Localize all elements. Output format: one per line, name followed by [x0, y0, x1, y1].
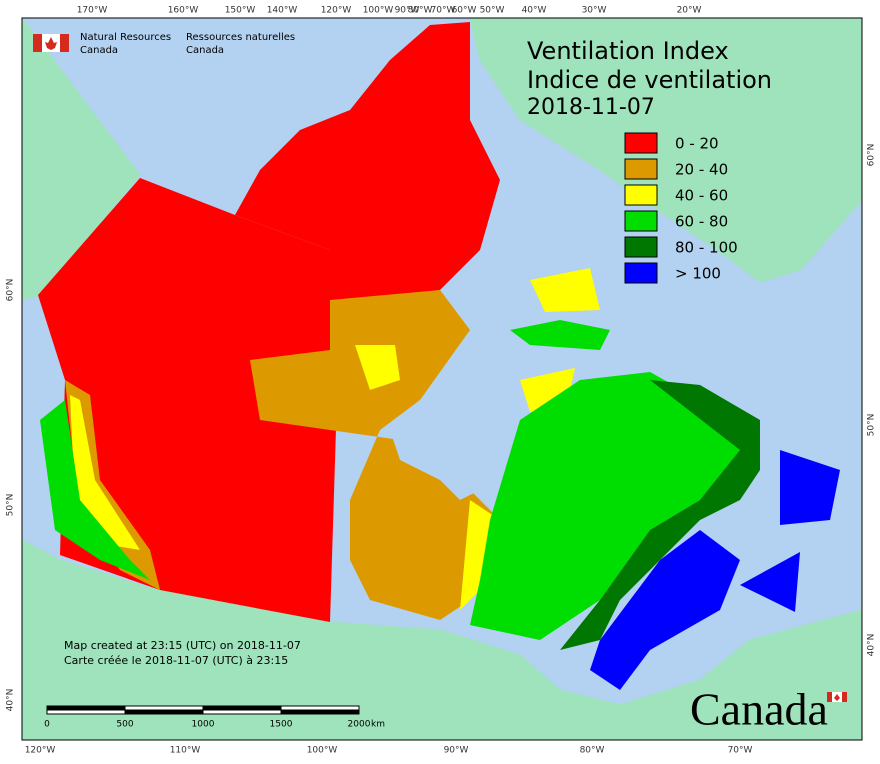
legend-label: 60 - 80	[675, 213, 728, 231]
wordmark: Canada	[690, 684, 828, 735]
graticule-label: 140°W	[267, 6, 298, 16]
agency-fr: Ressources naturelles	[186, 32, 295, 43]
legend-label: > 100	[675, 265, 721, 283]
agency-en: Canada	[80, 45, 118, 56]
agency-logo	[33, 34, 69, 52]
legend-swatch	[624, 158, 658, 180]
graticule-label: 30°W	[582, 6, 607, 16]
scale-bar	[46, 705, 360, 715]
graticule-label: 70°W	[431, 6, 456, 16]
graticule-label: 50°N	[6, 494, 16, 517]
graticule-label: 40°N	[6, 689, 16, 712]
legend-swatch	[624, 132, 658, 154]
graticule-label: 110°W	[170, 746, 201, 756]
graticule-label: 150°W	[225, 6, 256, 16]
scale-unit: km	[371, 720, 385, 730]
legend-label: 20 - 40	[675, 161, 728, 179]
graticule-label: 160°W	[168, 6, 199, 16]
title: Indice de ventilation	[527, 66, 772, 94]
graticule-label: 90°W	[395, 6, 420, 16]
graticule-label: 100°W	[307, 746, 338, 756]
scale-label: 0	[44, 720, 50, 730]
graticule-label: 50°N	[867, 414, 877, 437]
wordmark-flag	[827, 692, 847, 702]
legend-label: 80 - 100	[675, 239, 738, 257]
scale-label: 1000	[192, 720, 215, 730]
title: Ventilation Index	[527, 37, 729, 65]
graticule-label: 70°W	[728, 746, 753, 756]
scale-label: 1500	[270, 720, 293, 730]
agency-fr: Canada	[186, 45, 224, 56]
note: Carte créée le 2018-11-07 (UTC) à 23:15	[64, 654, 288, 667]
legend-swatch	[624, 210, 658, 232]
scale-label: 500	[116, 720, 133, 730]
graticule-label: 50°W	[480, 6, 505, 16]
legend-label: 40 - 60	[675, 187, 728, 205]
graticule-label: 60°W	[452, 6, 477, 16]
graticule-label: 100°W	[363, 6, 394, 16]
graticule-label: 60°N	[6, 279, 16, 302]
graticule-label: 60°N	[867, 144, 877, 167]
legend-label: 0 - 20	[675, 135, 719, 153]
frame	[21, 17, 863, 741]
land	[21, 16, 863, 741]
graticule-label: 120°W	[25, 746, 56, 756]
agency-en: Natural Resources	[80, 32, 171, 43]
scale-label: 2000	[348, 720, 371, 730]
title-date: 2018-11-07	[527, 95, 655, 120]
graticule-label: 40°N	[867, 634, 877, 657]
graticule-label: 90°W	[444, 746, 469, 756]
graticule-label: 120°W	[321, 6, 352, 16]
note: Map created at 23:15 (UTC) on 2018-11-07	[64, 639, 301, 652]
graticule-label: 20°W	[677, 6, 702, 16]
graticule-label: 80°W	[580, 746, 605, 756]
legend-swatch	[624, 236, 658, 258]
graticule-label: 80°W	[408, 6, 433, 16]
graticule-label: 170°W	[77, 6, 108, 16]
index-regions	[38, 22, 840, 690]
legend-swatch	[624, 184, 658, 206]
graticule-label: 40°W	[522, 6, 547, 16]
legend-swatch	[624, 262, 658, 284]
